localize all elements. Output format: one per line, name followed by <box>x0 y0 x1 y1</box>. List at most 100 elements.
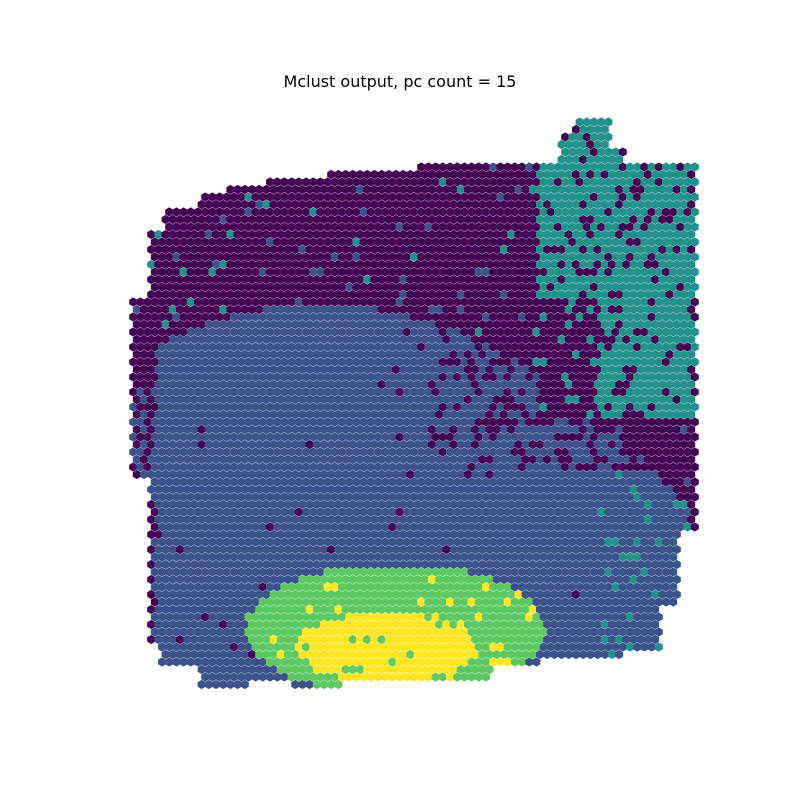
spot-cluster-2 <box>478 439 487 450</box>
spot-cluster-1 <box>485 424 494 435</box>
spot-cluster-2 <box>532 447 541 457</box>
spot-cluster-2 <box>381 327 390 337</box>
spot-cluster-2 <box>543 529 552 540</box>
spot-cluster-2 <box>172 477 181 487</box>
spot-cluster-2 <box>237 342 246 352</box>
spot-cluster-2 <box>302 432 310 442</box>
spot-cluster-2 <box>456 514 465 525</box>
spot-cluster-3 <box>564 289 573 300</box>
spot-cluster-1 <box>147 304 156 315</box>
spot-cluster-2 <box>363 529 372 540</box>
spot-cluster-2 <box>320 499 328 510</box>
spot-cluster-2 <box>420 409 429 420</box>
spot-cluster-1 <box>176 289 184 300</box>
spot-cluster-4 <box>305 574 314 585</box>
spot-cluster-1 <box>226 304 235 315</box>
spot-cluster-3 <box>600 259 609 270</box>
spot-cluster-2 <box>237 462 246 472</box>
spot-cluster-1 <box>503 402 512 412</box>
spot-cluster-2 <box>284 454 292 465</box>
spot-cluster-2 <box>611 447 620 457</box>
spot-cluster-2 <box>406 334 415 345</box>
spot-cluster-1 <box>294 222 303 232</box>
spot-cluster-5 <box>460 657 469 667</box>
spot-cluster-1 <box>132 349 141 360</box>
spot-cluster-2 <box>330 387 339 397</box>
spot-cluster-3 <box>536 244 544 255</box>
spot-cluster-2 <box>194 462 202 472</box>
spot-cluster-2 <box>460 462 469 472</box>
spot-cluster-3 <box>669 252 678 262</box>
spot-cluster-2 <box>201 387 210 397</box>
spot-cluster-1 <box>269 289 278 300</box>
spot-cluster-4 <box>438 567 447 577</box>
spot-cluster-2 <box>197 514 206 525</box>
spot-cluster-2 <box>464 439 472 450</box>
spot-cluster-2 <box>428 394 436 405</box>
spot-cluster-5 <box>453 642 462 652</box>
spot-cluster-5 <box>323 582 332 592</box>
spot-cluster-3 <box>579 124 588 135</box>
spot-cluster-2 <box>374 387 382 397</box>
spot-cluster-2 <box>669 537 678 547</box>
spot-cluster-2 <box>392 349 400 360</box>
spot-cluster-3 <box>608 184 616 195</box>
spot-cluster-2 <box>546 492 555 502</box>
spot-cluster-2 <box>629 589 638 600</box>
spot-cluster-5 <box>431 627 440 637</box>
spot-cluster-4 <box>302 612 310 622</box>
spot-cluster-1 <box>294 252 303 262</box>
spot-cluster-1 <box>669 447 678 457</box>
spot-cluster-2 <box>590 537 598 547</box>
spot-cluster-2 <box>550 604 559 615</box>
spot-cluster-2 <box>525 582 534 592</box>
spot-cluster-2 <box>374 402 382 412</box>
spot-cluster-2 <box>496 537 505 547</box>
spot-cluster-4 <box>413 604 422 615</box>
spot-cluster-1 <box>575 342 584 352</box>
spot-cluster-2 <box>471 484 480 495</box>
spot-cluster-1 <box>179 252 188 262</box>
spot-cluster-1 <box>251 282 260 292</box>
spot-cluster-1 <box>359 192 368 202</box>
spot-cluster-2 <box>334 409 343 420</box>
spot-cluster-3 <box>604 327 613 337</box>
spot-cluster-2 <box>554 462 562 472</box>
spot-cluster-2 <box>183 619 192 630</box>
spot-cluster-1 <box>352 267 361 277</box>
spot-cluster-2 <box>377 424 386 435</box>
spot-cluster-3 <box>604 282 613 292</box>
spot-cluster-1 <box>579 304 588 315</box>
spot-cluster-2 <box>183 469 192 480</box>
spot-cluster-1 <box>406 469 415 480</box>
spot-cluster-1 <box>654 447 663 457</box>
spot-cluster-1 <box>168 229 177 240</box>
spot-cluster-3 <box>546 177 555 187</box>
spot-cluster-1 <box>280 282 289 292</box>
spot-cluster-2 <box>287 432 296 442</box>
spot-cluster-1 <box>291 244 300 255</box>
spot-cluster-1 <box>158 312 166 322</box>
spot-cluster-5 <box>424 642 433 652</box>
spot-cluster-3 <box>575 252 584 262</box>
spot-cluster-2 <box>460 402 469 412</box>
spot-cluster-1 <box>687 454 696 465</box>
spot-cluster-2 <box>356 379 364 390</box>
spot-cluster-2 <box>294 387 303 397</box>
spot-cluster-3 <box>550 214 559 225</box>
spot-cluster-1 <box>435 214 444 225</box>
spot-cluster-5 <box>428 619 436 630</box>
spot-cluster-1 <box>485 274 494 285</box>
spot-cluster-1 <box>662 432 670 442</box>
spot-cluster-2 <box>320 319 328 330</box>
spot-cluster-3 <box>536 184 544 195</box>
spot-cluster-1 <box>291 259 300 270</box>
spot-cluster-1 <box>658 439 667 450</box>
spot-cluster-3 <box>669 192 678 202</box>
spot-cluster-4 <box>320 589 328 600</box>
spot-cluster-4 <box>287 642 296 652</box>
spot-cluster-1 <box>413 244 422 255</box>
spot-cluster-2 <box>424 537 433 547</box>
spot-cluster-1 <box>521 169 530 180</box>
spot-cluster-2 <box>201 597 210 607</box>
